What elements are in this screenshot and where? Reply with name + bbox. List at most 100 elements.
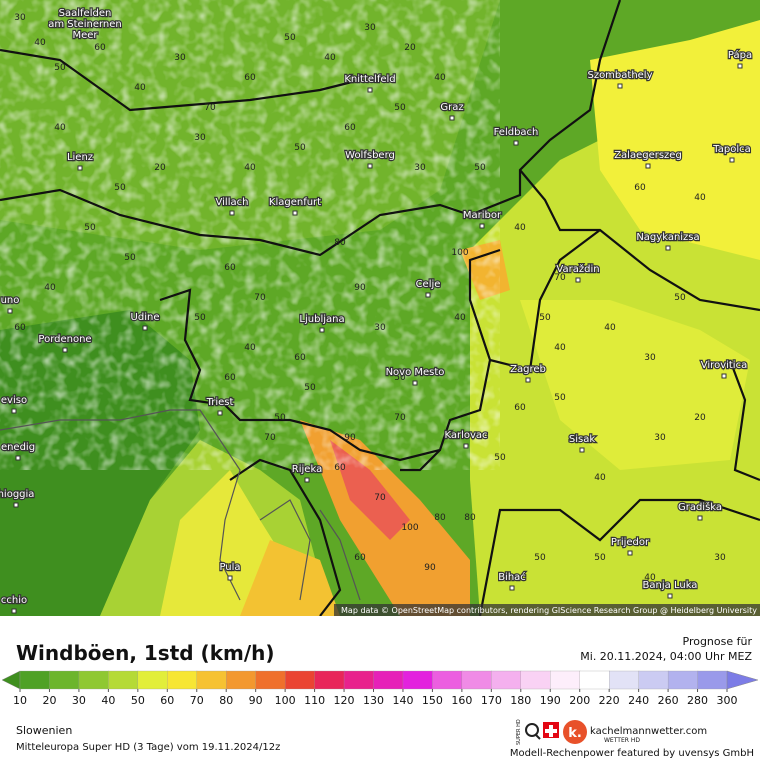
legend-swatch — [78, 670, 110, 690]
city-dot — [509, 585, 515, 591]
plain-region — [590, 20, 760, 260]
wind-value: 60 — [634, 183, 646, 193]
wind-value: 30 — [194, 133, 206, 143]
legend-label: 220 — [599, 694, 620, 707]
legend-swatch — [255, 670, 286, 690]
wind-value: 60 — [514, 403, 526, 413]
city-dot — [229, 210, 235, 216]
city-dot — [304, 477, 310, 483]
city-label: Pula — [219, 562, 240, 573]
legend-swatch — [402, 670, 434, 690]
wind-value: 50 — [124, 253, 136, 263]
wind-value: 40 — [514, 223, 526, 233]
wind-value: 90 — [354, 283, 366, 293]
legend-swatch — [137, 670, 168, 690]
city-dot — [697, 515, 703, 521]
wind-value: 70 — [204, 103, 216, 113]
legend-swatch — [667, 670, 699, 690]
city-label: Nagykanizsa — [636, 232, 699, 243]
city-label: Novo Mesto — [386, 367, 445, 378]
city-label: Knittelfeld — [344, 74, 395, 85]
wind-value: 40 — [434, 73, 446, 83]
city-dot — [645, 163, 651, 169]
wind-value: 50 — [674, 293, 686, 303]
wind-value: 90 — [424, 563, 436, 573]
city-dot — [7, 308, 13, 314]
city-label: Ljubljana — [299, 314, 344, 325]
wind-labels: 30 40 50 60 40 30 70 60 50 40 30 20 40 50 60 50 40 30 20 50… — [14, 13, 726, 583]
city-dot — [13, 502, 19, 508]
legend-label: 20 — [42, 694, 56, 707]
legend-swatch — [167, 670, 198, 690]
city-label: uno — [1, 295, 20, 306]
city-dot — [425, 292, 431, 298]
city-label: Villach — [216, 197, 249, 208]
city-label: Pápa — [728, 49, 752, 61]
legend-label: 70 — [190, 694, 204, 707]
city-dot — [367, 163, 373, 169]
legend-label: 110 — [304, 694, 325, 707]
legend-swatch — [19, 670, 51, 690]
wind-value: 50 — [284, 33, 296, 43]
wind-value: 70 — [264, 433, 276, 443]
legend-label: 120 — [334, 694, 355, 707]
city-dot — [227, 575, 233, 581]
wind-value: 50 — [394, 103, 406, 113]
wind-value: 20 — [694, 413, 706, 423]
wind-value: 40 — [244, 343, 256, 353]
q-logo — [534, 733, 541, 740]
city-label: Graz — [440, 102, 463, 113]
city-dot — [15, 455, 21, 461]
city-dot — [11, 408, 17, 414]
legend-label: 300 — [717, 694, 738, 707]
legend-label: 240 — [628, 694, 649, 707]
q-logo — [525, 723, 539, 737]
borders — [0, 0, 760, 616]
terrain-texture — [0, 0, 500, 470]
wind-value: 30 — [374, 323, 386, 333]
model-info: Mitteleuropa Super HD (3 Tage) vom 19.11… — [16, 742, 280, 753]
city-dot — [665, 245, 671, 251]
city-dot — [319, 327, 325, 333]
region: Slowenien — [16, 724, 72, 737]
city-dot — [667, 593, 673, 599]
plain-region — [520, 300, 750, 470]
city-label: Meer — [72, 30, 98, 41]
wind-value: 40 — [594, 473, 606, 483]
legend-swatch — [196, 670, 227, 690]
city-label: Wolfsberg — [345, 150, 395, 161]
city-label: Karlovac — [444, 430, 487, 441]
city-label: Bihać — [498, 571, 526, 583]
attribution-box — [334, 604, 760, 616]
wind-value: 30 — [654, 433, 666, 443]
city-label: Maribor — [463, 210, 502, 221]
legend-arrow — [726, 670, 759, 690]
city-dot — [367, 87, 373, 93]
wind-value: 30 — [174, 53, 186, 63]
legend-swatch — [697, 670, 728, 690]
city-dot — [82, 21, 88, 27]
city-label: Pordenone — [38, 334, 91, 345]
legend-swatch — [550, 670, 581, 690]
wind-value: 70 — [394, 413, 406, 423]
super-hd: SUPER HD — [516, 719, 522, 745]
city-dot — [463, 443, 469, 449]
city-dot — [525, 377, 531, 383]
legend-swatch — [579, 670, 610, 690]
city-label: Sisak — [569, 434, 595, 445]
brand: kachelmannwetter.com — [590, 726, 707, 737]
legend-swatch — [343, 670, 375, 690]
wind-value: 40 — [134, 83, 146, 93]
forecast-label: Prognose für — [683, 635, 753, 648]
legend: 10 20 30 40 50 60 70 80 90 100 110 120 130 140 150 160 1… — [1, 670, 759, 707]
legend-swatch — [491, 670, 522, 690]
wind-value: 50 — [539, 313, 551, 323]
legend-label: 200 — [569, 694, 590, 707]
swiss-logo — [545, 725, 557, 737]
city-dot — [513, 140, 519, 146]
city-dot — [217, 410, 223, 416]
wind-value: 30 — [414, 163, 426, 173]
wind-value: 50 — [194, 313, 206, 323]
wind-value: 50 — [294, 143, 306, 153]
